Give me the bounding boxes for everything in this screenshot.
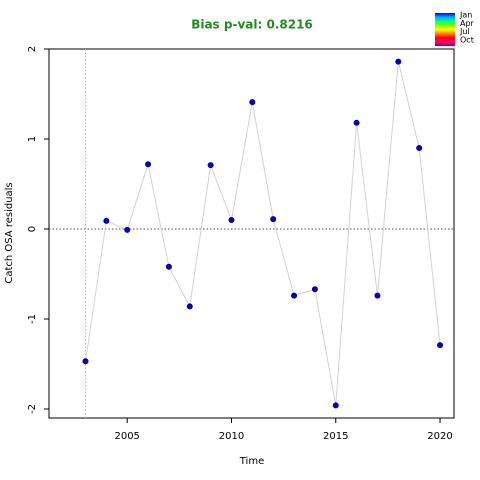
x-tick-label: 2010 [219,431,244,442]
point [374,292,381,299]
point [82,358,89,365]
point [270,216,277,223]
point [353,119,360,126]
point [186,303,193,310]
point [416,144,423,151]
legend-label: Jul [459,27,470,36]
color-bar [435,13,455,46]
y-tick-label: 2 [27,46,38,52]
point [395,58,402,65]
series-line [85,61,441,406]
point [228,216,235,223]
y-tick-label: -2 [27,404,38,414]
legend-label: Oct [460,35,474,44]
point [311,286,318,293]
point [145,161,152,168]
y-axis-label: Catch OSA residuals [4,182,15,283]
y-tick-label: -1 [27,314,38,324]
point [124,226,131,233]
legend-label: Jan [459,11,472,20]
point [332,402,339,409]
x-tick-label: 2020 [427,431,452,442]
point [103,217,110,224]
point [165,263,172,270]
plot-frame [48,48,455,419]
chart-title: Bias p-val: 0.8216 [191,18,313,32]
point [249,99,256,106]
point [437,342,444,349]
point [207,162,214,169]
y-tick-label: 1 [27,136,38,142]
x-tick-label: 2005 [114,431,139,442]
x-tick-label: 2015 [323,431,348,442]
x-axis-label: Time [239,456,264,467]
legend-label: Apr [460,19,475,28]
point [291,292,298,299]
y-tick-label: 0 [27,226,38,232]
